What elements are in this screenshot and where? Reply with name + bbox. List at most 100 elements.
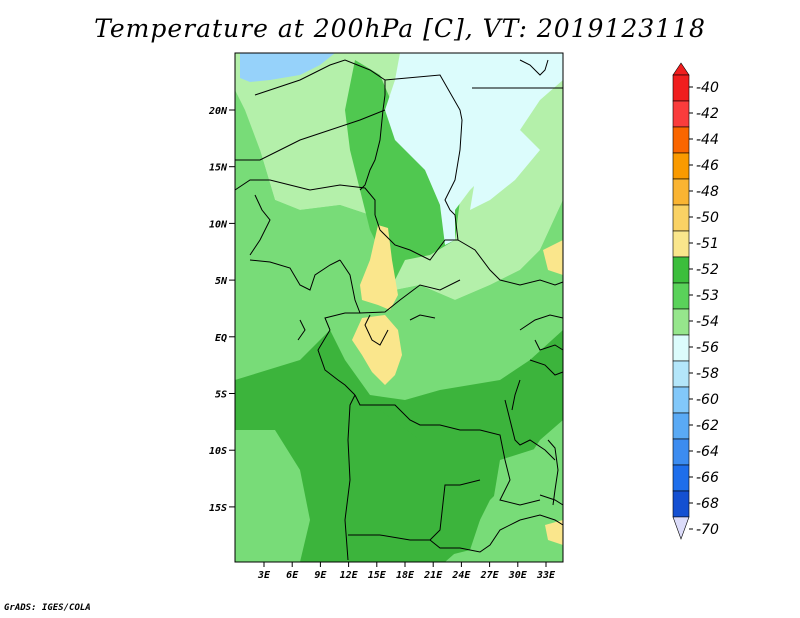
border-line <box>359 279 461 314</box>
colorbar-label: -54 <box>696 314 719 330</box>
colorbar-legend: -40 -42 -44 -46 -48 -50 -51 -52 -53 -54 -56 -58 -60 -… <box>672 62 719 540</box>
field-region-dark-green-2 <box>320 400 480 560</box>
colorbar-swatch <box>672 126 690 154</box>
colorbar-swatch <box>672 100 690 128</box>
border-line <box>234 179 376 215</box>
colorbar-label: -60 <box>696 392 719 408</box>
map-frame <box>234 52 564 563</box>
lon-label: 6E <box>286 570 299 581</box>
border-line <box>348 479 481 541</box>
field-region-yellow-se <box>545 520 563 545</box>
lon-label: 27E <box>480 570 500 581</box>
field-region-yellow-east <box>543 240 563 275</box>
colorbar-top-arrow <box>672 62 690 76</box>
colorbar-label: -44 <box>696 132 719 148</box>
colorbar-bottom-arrow <box>672 516 690 540</box>
border-line <box>547 439 559 506</box>
lon-label: 24E <box>451 570 471 581</box>
lat-label: 5N <box>215 276 228 287</box>
colorbar-label: -40 <box>696 80 719 96</box>
colorbar-label: -56 <box>696 340 719 356</box>
lat-label: 15N <box>209 163 228 174</box>
field-region-light-blue <box>240 53 335 82</box>
border-line <box>529 359 564 376</box>
colorbar-swatch <box>672 334 690 362</box>
border-line <box>384 74 463 241</box>
field-region-mid-green-sw <box>235 430 310 562</box>
field-region-pale-cyan <box>385 53 563 245</box>
border-line <box>235 109 386 161</box>
lat-label: 10S <box>209 446 227 457</box>
colorbar-label: -51 <box>696 236 719 252</box>
colorbar-label: -64 <box>696 444 719 460</box>
colorbar-swatch <box>672 282 690 310</box>
border-line <box>249 259 341 291</box>
colorbar-swatch <box>672 256 690 284</box>
lon-label: 30E <box>508 570 528 581</box>
border-line <box>409 314 436 321</box>
colorbar-swatch <box>672 308 690 336</box>
colorbar-swatch <box>672 152 690 180</box>
border-line <box>344 394 356 561</box>
credit-label: GrADS: IGES/COLA <box>4 603 91 613</box>
border-line <box>519 514 564 526</box>
border-line <box>479 429 541 506</box>
colorbar-swatch <box>672 386 690 414</box>
border-line <box>249 194 271 256</box>
colorbar-label: -50 <box>696 210 719 226</box>
field-region-mid-green <box>235 150 563 400</box>
colorbar-swatch <box>672 178 690 206</box>
colorbar-label: -48 <box>696 184 719 200</box>
border-line <box>504 399 556 461</box>
lat-label: EQ <box>215 333 227 344</box>
lon-label: 3E <box>257 570 271 581</box>
lon-label: 18E <box>396 570 415 581</box>
lat-label: 20N <box>208 106 228 117</box>
border-line <box>457 239 564 286</box>
temperature-field <box>235 53 563 562</box>
colorbar-swatch <box>672 230 690 258</box>
colorbar-swatch <box>672 438 690 466</box>
field-region-mid-green-se <box>480 440 563 562</box>
colorbar-label: -46 <box>696 158 719 174</box>
colorbar-label: -62 <box>696 418 719 434</box>
country-borders <box>234 59 564 561</box>
colorbar-swatch <box>672 412 690 440</box>
chart-title: Temperature at 200hPa [C], VT: 201912311… <box>94 14 706 43</box>
field-region-yellow-north <box>360 225 398 310</box>
field-region-yellow-south <box>352 315 402 385</box>
colorbar-label: -70 <box>696 522 719 538</box>
border-line <box>364 314 389 346</box>
border-line <box>297 319 306 341</box>
lon-label: 33E <box>536 570 556 581</box>
colorbar-label: -58 <box>696 366 719 382</box>
lat-label: 10N <box>209 219 228 230</box>
border-line <box>317 329 356 396</box>
lon-label: 12E <box>340 570 359 581</box>
border-line <box>519 59 549 76</box>
border-line <box>511 379 521 411</box>
lat-label: 15S <box>209 503 227 514</box>
colorbar-label: -66 <box>696 470 719 486</box>
colorbar-label: -68 <box>696 496 719 512</box>
border-line <box>534 339 564 351</box>
border-line <box>519 314 564 331</box>
lon-label: 9E <box>314 570 327 581</box>
colorbar-label: -42 <box>696 106 719 122</box>
border-line <box>359 94 386 191</box>
lat-label: 5S <box>215 390 227 401</box>
colorbar-swatch <box>672 204 690 232</box>
colorbar-swatch <box>672 490 690 518</box>
lon-label: 21E <box>423 570 443 581</box>
colorbar-swatch <box>672 74 690 102</box>
colorbar-swatch <box>672 464 690 492</box>
colorbar-swatch <box>672 360 690 388</box>
border-line <box>429 519 521 553</box>
latitude-axis: 20N 15N 10N 5N EQ 5S 10S 15S <box>208 106 235 514</box>
lon-label: 15E <box>368 570 387 581</box>
colorbar-label: -53 <box>696 288 719 304</box>
border-line <box>374 214 458 261</box>
colorbar-label: -52 <box>696 262 719 278</box>
longitude-axis: 3E 6E 9E 12E 15E 18E 21E 24E 27E 30E 33E <box>257 562 556 581</box>
